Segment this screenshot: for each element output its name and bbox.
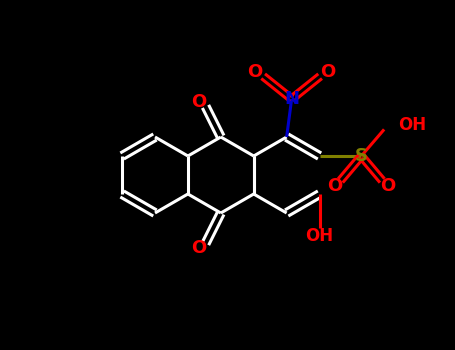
- Text: O: O: [248, 63, 263, 81]
- Text: O: O: [327, 177, 342, 195]
- Text: O: O: [191, 239, 206, 257]
- Text: OH: OH: [398, 117, 426, 134]
- Text: O: O: [320, 63, 336, 81]
- Text: OH: OH: [305, 227, 334, 245]
- Text: O: O: [191, 93, 206, 111]
- Text: S: S: [355, 147, 368, 165]
- Text: N: N: [284, 90, 299, 108]
- Text: O: O: [381, 177, 396, 195]
